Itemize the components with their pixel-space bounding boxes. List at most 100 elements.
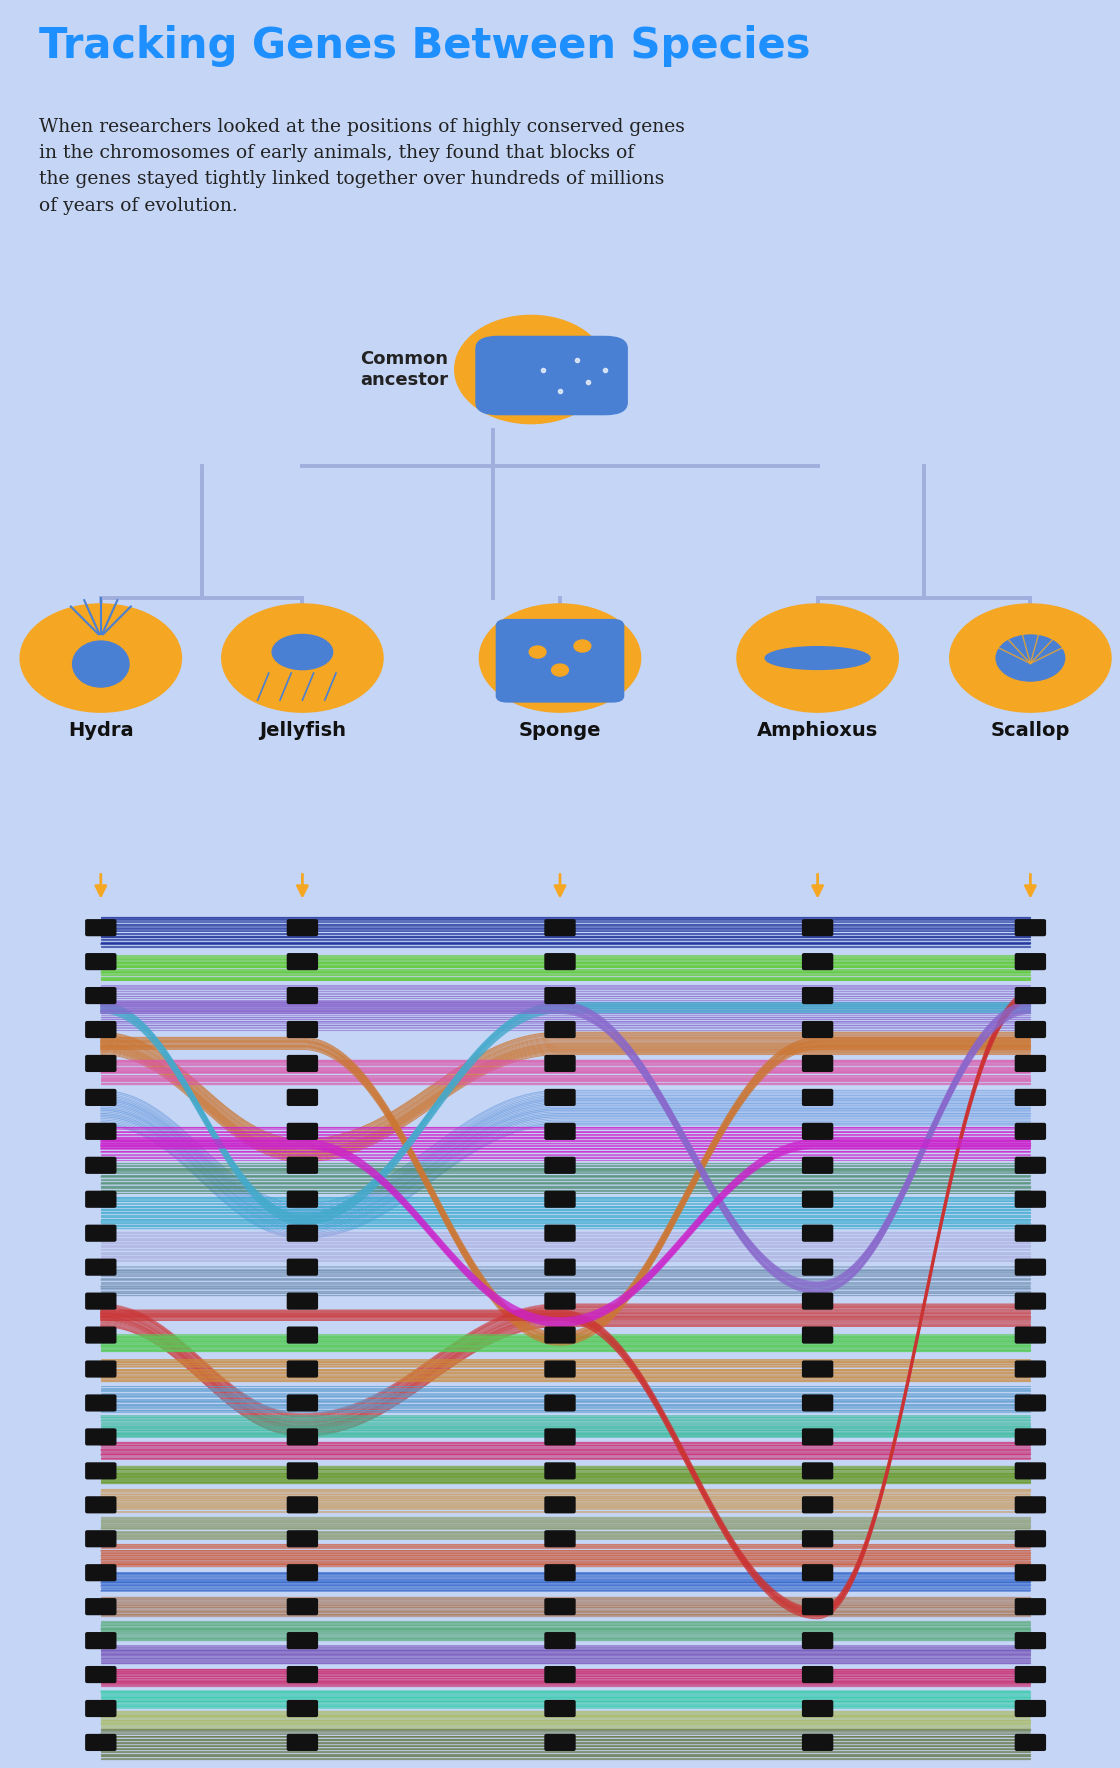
FancyBboxPatch shape	[802, 1156, 833, 1174]
FancyBboxPatch shape	[287, 1462, 318, 1480]
FancyBboxPatch shape	[544, 1734, 576, 1750]
Ellipse shape	[530, 645, 547, 658]
Ellipse shape	[272, 635, 333, 670]
FancyBboxPatch shape	[544, 1429, 576, 1446]
FancyBboxPatch shape	[85, 1665, 116, 1683]
FancyBboxPatch shape	[287, 953, 318, 971]
FancyBboxPatch shape	[85, 1395, 116, 1411]
FancyBboxPatch shape	[287, 1123, 318, 1140]
FancyBboxPatch shape	[1015, 1496, 1046, 1513]
FancyBboxPatch shape	[287, 919, 318, 937]
FancyBboxPatch shape	[85, 1055, 116, 1071]
FancyBboxPatch shape	[1015, 1020, 1046, 1038]
Ellipse shape	[222, 605, 383, 713]
FancyBboxPatch shape	[1015, 1190, 1046, 1208]
Text: Amphioxus: Amphioxus	[757, 721, 878, 741]
FancyBboxPatch shape	[1015, 1665, 1046, 1683]
FancyBboxPatch shape	[544, 1326, 576, 1344]
FancyBboxPatch shape	[85, 1565, 116, 1581]
FancyBboxPatch shape	[802, 1089, 833, 1107]
FancyBboxPatch shape	[287, 1665, 318, 1683]
FancyBboxPatch shape	[1015, 987, 1046, 1004]
FancyBboxPatch shape	[85, 919, 116, 937]
FancyBboxPatch shape	[287, 1259, 318, 1276]
FancyBboxPatch shape	[802, 1292, 833, 1310]
FancyBboxPatch shape	[802, 1326, 833, 1344]
FancyBboxPatch shape	[544, 1598, 576, 1616]
FancyBboxPatch shape	[802, 1123, 833, 1140]
Ellipse shape	[573, 640, 591, 652]
FancyBboxPatch shape	[85, 1632, 116, 1650]
FancyBboxPatch shape	[85, 1190, 116, 1208]
FancyBboxPatch shape	[544, 1123, 576, 1140]
FancyBboxPatch shape	[1015, 1598, 1046, 1616]
Ellipse shape	[20, 605, 181, 713]
FancyBboxPatch shape	[544, 1055, 576, 1071]
FancyBboxPatch shape	[1015, 1565, 1046, 1581]
FancyBboxPatch shape	[544, 1462, 576, 1480]
Text: Tracking Genes Between Species: Tracking Genes Between Species	[39, 25, 811, 67]
FancyBboxPatch shape	[544, 1360, 576, 1377]
FancyBboxPatch shape	[476, 336, 627, 414]
FancyBboxPatch shape	[544, 1259, 576, 1276]
FancyBboxPatch shape	[85, 1360, 116, 1377]
FancyBboxPatch shape	[544, 1156, 576, 1174]
FancyBboxPatch shape	[287, 1529, 318, 1547]
FancyBboxPatch shape	[1015, 1089, 1046, 1107]
FancyBboxPatch shape	[85, 1598, 116, 1616]
FancyBboxPatch shape	[802, 1429, 833, 1446]
FancyBboxPatch shape	[1015, 1529, 1046, 1547]
FancyBboxPatch shape	[802, 1259, 833, 1276]
FancyBboxPatch shape	[802, 1529, 833, 1547]
FancyBboxPatch shape	[85, 1089, 116, 1107]
FancyBboxPatch shape	[287, 987, 318, 1004]
FancyBboxPatch shape	[802, 1020, 833, 1038]
FancyBboxPatch shape	[1015, 1225, 1046, 1241]
FancyBboxPatch shape	[287, 1598, 318, 1616]
Text: When researchers looked at the positions of highly conserved genes
in the chromo: When researchers looked at the positions…	[39, 117, 685, 214]
FancyBboxPatch shape	[85, 987, 116, 1004]
FancyBboxPatch shape	[544, 1632, 576, 1650]
FancyBboxPatch shape	[1015, 953, 1046, 971]
FancyBboxPatch shape	[287, 1326, 318, 1344]
FancyBboxPatch shape	[802, 1055, 833, 1071]
FancyBboxPatch shape	[1015, 1123, 1046, 1140]
FancyBboxPatch shape	[85, 1225, 116, 1241]
FancyBboxPatch shape	[802, 1496, 833, 1513]
Ellipse shape	[455, 315, 607, 424]
FancyBboxPatch shape	[1015, 1055, 1046, 1071]
FancyBboxPatch shape	[544, 1395, 576, 1411]
FancyBboxPatch shape	[287, 1734, 318, 1750]
Ellipse shape	[551, 665, 568, 675]
Ellipse shape	[950, 605, 1111, 713]
FancyBboxPatch shape	[802, 1632, 833, 1650]
FancyBboxPatch shape	[85, 1292, 116, 1310]
FancyBboxPatch shape	[85, 1123, 116, 1140]
FancyBboxPatch shape	[287, 1395, 318, 1411]
FancyBboxPatch shape	[1015, 1699, 1046, 1717]
Text: Common
ancestor: Common ancestor	[360, 350, 448, 389]
FancyBboxPatch shape	[287, 1496, 318, 1513]
FancyBboxPatch shape	[496, 619, 624, 702]
FancyBboxPatch shape	[85, 1326, 116, 1344]
FancyBboxPatch shape	[1015, 1632, 1046, 1650]
FancyBboxPatch shape	[1015, 1360, 1046, 1377]
FancyBboxPatch shape	[85, 1259, 116, 1276]
FancyBboxPatch shape	[1015, 1462, 1046, 1480]
Text: Hydra: Hydra	[68, 721, 133, 741]
FancyBboxPatch shape	[85, 1462, 116, 1480]
FancyBboxPatch shape	[1015, 1259, 1046, 1276]
FancyBboxPatch shape	[1015, 1395, 1046, 1411]
Text: Sponge: Sponge	[519, 721, 601, 741]
FancyBboxPatch shape	[287, 1360, 318, 1377]
FancyBboxPatch shape	[802, 1462, 833, 1480]
FancyBboxPatch shape	[1015, 1734, 1046, 1750]
Ellipse shape	[765, 647, 870, 670]
FancyBboxPatch shape	[802, 1665, 833, 1683]
FancyBboxPatch shape	[544, 1190, 576, 1208]
FancyBboxPatch shape	[287, 1292, 318, 1310]
FancyBboxPatch shape	[544, 1496, 576, 1513]
FancyBboxPatch shape	[1015, 1156, 1046, 1174]
FancyBboxPatch shape	[544, 1020, 576, 1038]
FancyBboxPatch shape	[802, 919, 833, 937]
